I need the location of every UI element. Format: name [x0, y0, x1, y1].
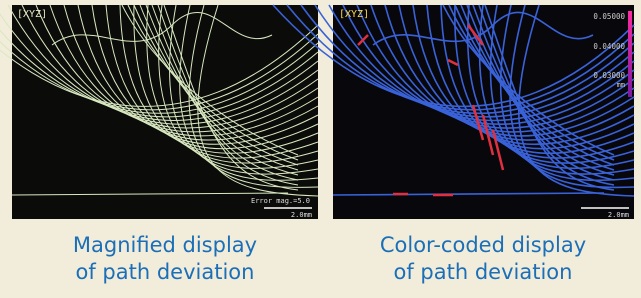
legend-unit: mm: [617, 81, 625, 89]
legend-value: 0.04000: [593, 42, 625, 51]
caption-line: of path deviation: [394, 260, 573, 284]
page: [XYZ] Error mag.=5.0 2.0mm [XYZ] 0.05000…: [0, 0, 641, 298]
scale-label: 2.0mm: [608, 211, 629, 219]
error-magnification: Error mag.=5.0: [251, 197, 310, 205]
caption-line: Color-coded display: [380, 233, 586, 257]
legend-value: 0.03000: [593, 71, 625, 80]
legend-value: 0.05000: [593, 12, 625, 21]
figure: [XYZ] Error mag.=5.0 2.0mm [XYZ] 0.05000…: [0, 0, 641, 298]
color-scale: [628, 11, 632, 97]
scale-label: 2.0mm: [291, 211, 312, 219]
image-background: [12, 5, 318, 219]
caption-line: of path deviation: [76, 260, 255, 284]
view-label: [XYZ]: [339, 9, 369, 20]
view-label: [XYZ]: [17, 9, 47, 20]
caption-line: Magnified display: [73, 233, 257, 257]
magnified-panel: [XYZ] Error mag.=5.0 2.0mm: [0, 5, 318, 219]
